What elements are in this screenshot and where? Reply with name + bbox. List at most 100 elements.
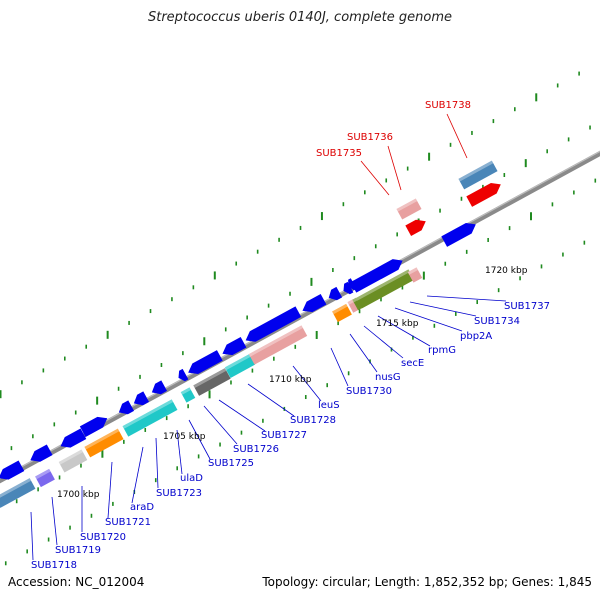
gene-block xyxy=(84,428,124,458)
tick-marks xyxy=(0,71,597,566)
gene-shine xyxy=(122,399,174,429)
gene-feature-cyan xyxy=(122,399,178,437)
gene-arrow xyxy=(441,222,476,247)
gene-block xyxy=(58,449,88,473)
gene-block xyxy=(122,399,178,437)
scale-label: 1715 kbp xyxy=(376,319,419,329)
leader-line xyxy=(409,301,477,317)
gene-label: SUB1734 xyxy=(474,316,520,327)
gene-feature-pink xyxy=(407,267,423,283)
gene-features xyxy=(0,160,501,508)
leader-line xyxy=(203,405,238,445)
gene-arrow xyxy=(178,368,189,382)
gene-feature-blue xyxy=(118,400,135,415)
gene-arrow xyxy=(343,281,354,295)
gene-feature-blue xyxy=(441,222,476,247)
leader-line xyxy=(155,437,159,489)
leader-line xyxy=(377,315,431,347)
gene-shine xyxy=(84,428,120,450)
gene-feature-olive xyxy=(355,269,415,309)
gene-arrow xyxy=(133,391,150,406)
leader-line xyxy=(51,496,58,546)
highlight-leader-line xyxy=(360,160,390,196)
gene-block xyxy=(180,387,196,403)
gene-arrow xyxy=(405,219,426,237)
gene-label: SUB1721 xyxy=(105,517,151,528)
highlight-leader-line xyxy=(446,113,468,159)
gene-feature-blue xyxy=(79,416,108,437)
leader-line xyxy=(349,333,378,373)
gene-shine xyxy=(396,198,418,212)
gene-feature-blue xyxy=(188,350,223,375)
leader-line xyxy=(247,383,295,417)
gene-feature-purple xyxy=(35,468,55,488)
gene-label: SUB1737 xyxy=(504,301,550,312)
gene-shine xyxy=(407,267,418,275)
gene-feature-cyan xyxy=(180,387,196,403)
gene-arrow xyxy=(245,306,302,342)
gene-block xyxy=(193,368,231,396)
gene-feature-blue xyxy=(133,391,150,406)
gene-label: SUB1730 xyxy=(346,386,392,397)
highlight-gene-label: SUB1738 xyxy=(425,100,471,111)
gene-block xyxy=(0,478,36,508)
gene-label: araD xyxy=(130,502,154,513)
leader-line xyxy=(394,307,463,332)
gene-shine xyxy=(0,478,32,500)
gene-feature-blue xyxy=(178,368,189,382)
gene-feature-blue xyxy=(151,380,168,395)
gene-feature-red xyxy=(405,219,426,237)
gene-shine xyxy=(193,368,227,388)
gene-shine xyxy=(58,449,83,465)
gene-shine xyxy=(35,468,51,480)
leader-line xyxy=(107,461,113,519)
gene-shine xyxy=(355,269,410,301)
gene-arrow xyxy=(79,416,108,437)
gene-feature-blue xyxy=(343,281,354,295)
scale-label: 1705 kbp xyxy=(163,432,206,442)
gene-shine xyxy=(332,303,348,315)
leader-line xyxy=(426,295,507,302)
gene-feature-cyan xyxy=(224,354,256,378)
gene-block xyxy=(407,267,423,283)
gene-feature-pink xyxy=(248,325,308,365)
gene-feature-blue xyxy=(60,428,87,448)
leader-line xyxy=(292,365,322,402)
gene-block xyxy=(396,198,422,220)
gene-feature-steelblue xyxy=(458,160,498,190)
gene-labels: 1700 kbp 1705 kbp 1710 kbp 1715 kbp 1720 kbp… xyxy=(31,100,550,571)
leader-line xyxy=(218,399,266,432)
gene-label: rpmG xyxy=(428,345,456,356)
gene-feature-orange xyxy=(332,303,352,323)
gene-block xyxy=(248,325,308,365)
gene-label: secE xyxy=(401,358,424,369)
gene-arrow xyxy=(60,428,87,448)
gene-label: leuS xyxy=(318,400,340,411)
gene-label: SUB1723 xyxy=(156,488,202,499)
label-leader-lines xyxy=(30,113,507,561)
leader-line xyxy=(330,347,349,387)
gene-arrow xyxy=(350,259,403,293)
gene-arrow xyxy=(30,444,53,462)
leader-line xyxy=(363,325,404,359)
scale-label: 1720 kbp xyxy=(485,266,528,276)
leader-line xyxy=(30,511,34,561)
gene-shine xyxy=(347,299,355,305)
gene-feature-blue xyxy=(30,444,53,462)
gene-arrow xyxy=(0,460,25,480)
gene-label: SUB1719 xyxy=(55,545,101,556)
gene-block xyxy=(355,269,415,309)
gene-feature-darkgray xyxy=(193,368,231,396)
gene-block xyxy=(347,299,359,313)
highlight-gene-label: SUB1736 xyxy=(347,132,393,143)
gene-block xyxy=(352,297,362,311)
gene-feature-olive xyxy=(352,297,362,311)
gene-label: pbp2A xyxy=(460,331,492,342)
gene-arrow xyxy=(466,182,501,207)
gene-feature-lightgray xyxy=(58,449,88,473)
gene-shine xyxy=(352,297,358,303)
gene-shine xyxy=(458,160,494,182)
gene-feature-blue xyxy=(245,306,302,342)
gene-block xyxy=(458,160,498,190)
scale-label: 1710 kbp xyxy=(269,375,312,385)
